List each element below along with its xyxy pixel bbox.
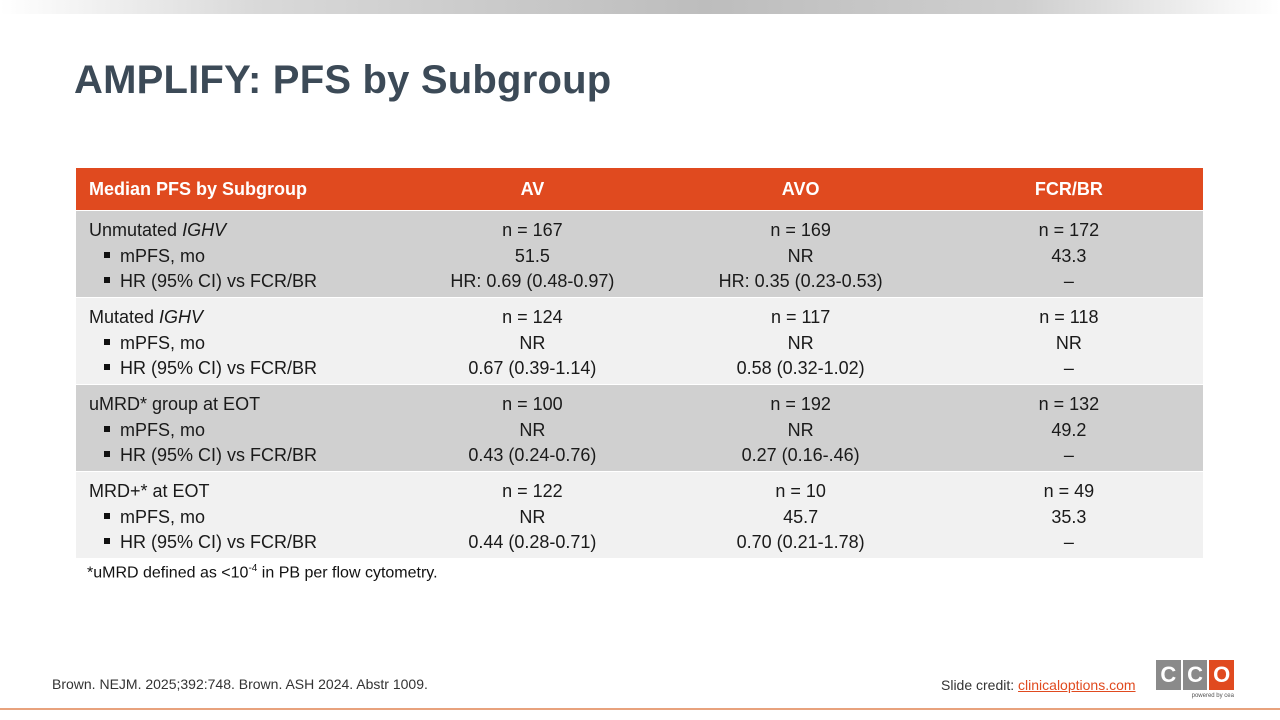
subgroup-label-cell: MRD+* at EOT mPFS, mo HR (95% CI) vs FCR…: [76, 471, 399, 558]
table-header-row: Median PFS by Subgroup AV AVO FCR/BR: [76, 168, 1203, 211]
cco-logo: C C O powered by cea: [1156, 660, 1235, 706]
avo-hr: 0.70 (0.21-1.78): [736, 532, 865, 552]
subgroup-label-cell: uMRD* group at EOT mPFS, mo HR (95% CI) …: [76, 384, 399, 472]
logo-tagline: powered by cea: [1191, 693, 1234, 699]
pfs-subgroup-table: Median PFS by Subgroup AV AVO FCR/BR Unm…: [76, 168, 1203, 558]
av-cell: n = 167 51.5 HR: 0.69 (0.48-0.97): [398, 210, 667, 298]
avo-hr: 0.27 (0.16-.46): [741, 445, 860, 465]
avo-mpfs: NR: [787, 245, 814, 266]
av-hr: 0.44 (0.28-0.71): [468, 532, 597, 552]
av-mpfs: NR: [519, 506, 546, 527]
fcr-mpfs: 49.2: [1051, 419, 1087, 440]
bullet-icon: [104, 425, 110, 432]
avo-n: n = 10: [775, 481, 826, 501]
header-subgroup: Median PFS by Subgroup: [76, 168, 399, 211]
av-n: n = 167: [502, 220, 563, 240]
fcr-hr: –: [1063, 445, 1074, 465]
fcr-n: n = 49: [1043, 481, 1095, 501]
logo-letter-c1: C: [1156, 660, 1181, 690]
row-label-hr: HR (95% CI) vs FCR/BR: [76, 356, 398, 382]
avo-n: n = 117: [771, 307, 831, 327]
bullet-icon: [104, 277, 110, 284]
bullet-icon: [104, 364, 110, 371]
avo-cell: n = 169 NR HR: 0.35 (0.23-0.53): [666, 210, 935, 298]
fcr-mpfs: 35.3: [1051, 506, 1087, 527]
fcr-hr: –: [1063, 271, 1074, 291]
slide-credit: Slide credit: clinicaloptions.com: [941, 677, 1136, 693]
table-row: uMRD* group at EOT mPFS, mo HR (95% CI) …: [76, 384, 1203, 472]
table-row: MRD+* at EOT mPFS, mo HR (95% CI) vs FCR…: [76, 471, 1203, 558]
fcr-br-cell: n = 49 35.3 –: [934, 471, 1203, 558]
av-n: n = 124: [502, 307, 563, 327]
avo-cell: n = 192 NR 0.27 (0.16-.46): [666, 384, 935, 472]
subgroup-name: uMRD* group at EOT: [89, 394, 261, 414]
avo-n: n = 169: [770, 220, 831, 240]
fcr-mpfs: NR: [1055, 332, 1082, 353]
header-av: AV: [398, 168, 667, 211]
row-label-hr: HR (95% CI) vs FCR/BR: [76, 530, 398, 556]
row-label-mpfs: mPFS, mo: [76, 244, 398, 270]
bullet-icon: [104, 251, 110, 258]
av-mpfs: NR: [519, 419, 546, 440]
avo-hr: 0.58 (0.32-1.02): [736, 358, 865, 378]
av-hr: 0.43 (0.24-0.76): [468, 445, 597, 465]
table-row: Mutated IGHV mPFS, mo HR (95% CI) vs FCR…: [76, 297, 1203, 385]
avo-n: n = 192: [770, 394, 831, 414]
slide-title: AMPLIFY: PFS by Subgroup: [74, 58, 612, 102]
bullet-icon: [104, 512, 110, 519]
row-label-hr: HR (95% CI) vs FCR/BR: [76, 443, 398, 469]
av-mpfs: 51.5: [514, 245, 550, 266]
fcr-br-cell: n = 132 49.2 –: [934, 384, 1203, 472]
av-cell: n = 124 NR 0.67 (0.39-1.14): [398, 297, 667, 385]
header-avo: AVO: [666, 168, 935, 211]
avo-mpfs: NR: [787, 332, 814, 353]
row-label-mpfs: mPFS, mo: [76, 331, 398, 357]
av-hr: 0.67 (0.39-1.14): [468, 358, 597, 378]
credit-link[interactable]: clinicaloptions.com: [1018, 677, 1136, 693]
avo-mpfs: NR: [787, 419, 814, 440]
subgroup-label-cell: Mutated IGHV mPFS, mo HR (95% CI) vs FCR…: [76, 297, 399, 385]
av-hr: HR: 0.69 (0.48-0.97): [450, 271, 615, 291]
avo-hr: HR: 0.35 (0.23-0.53): [718, 271, 883, 291]
av-mpfs: NR: [519, 332, 546, 353]
avo-cell: n = 117 NR 0.58 (0.32-1.02): [666, 297, 935, 385]
references: Brown. NEJM. 2025;392:748. Brown. ASH 20…: [52, 676, 428, 692]
row-label-mpfs: mPFS, mo: [76, 505, 398, 531]
row-label-hr: HR (95% CI) vs FCR/BR: [76, 269, 398, 295]
top-gradient-bar: [0, 0, 1280, 14]
row-label-mpfs: mPFS, mo: [76, 418, 398, 444]
bullet-icon: [104, 538, 110, 545]
fcr-br-cell: n = 118 NR –: [934, 297, 1203, 385]
fcr-n: n = 132: [1038, 394, 1100, 414]
fcr-hr: –: [1063, 532, 1074, 552]
fcr-hr: –: [1063, 358, 1074, 378]
logo-letter-c2: C: [1182, 660, 1208, 690]
subgroup-name: MRD+* at EOT: [89, 481, 210, 501]
bullet-icon: [104, 338, 110, 345]
fcr-n: n = 172: [1038, 220, 1100, 240]
avo-mpfs: 45.7: [783, 506, 819, 527]
fcr-br-cell: n = 172 43.3 –: [934, 210, 1203, 298]
av-n: n = 100: [502, 394, 563, 414]
subgroup-label-cell: Unmutated IGHV mPFS, mo HR (95% CI) vs F…: [76, 210, 399, 298]
av-cell: n = 122 NR 0.44 (0.28-0.71): [398, 471, 667, 558]
footnote: *uMRD defined as <10-4 in PB per flow cy…: [87, 563, 438, 582]
subgroup-name: Unmutated IGHV: [89, 220, 227, 240]
table-row: Unmutated IGHV mPFS, mo HR (95% CI) vs F…: [76, 210, 1203, 298]
bullet-icon: [104, 451, 110, 458]
avo-cell: n = 10 45.7 0.70 (0.21-1.78): [666, 471, 935, 558]
bottom-divider: [0, 708, 1280, 710]
fcr-mpfs: 43.3: [1051, 245, 1087, 266]
subgroup-name: Mutated IGHV: [89, 307, 204, 327]
fcr-n: n = 118: [1039, 307, 1099, 327]
av-n: n = 122: [502, 481, 563, 501]
logo-letter-o: O: [1209, 660, 1235, 690]
av-cell: n = 100 NR 0.43 (0.24-0.76): [398, 384, 667, 472]
header-fcr-br: FCR/BR: [934, 168, 1203, 211]
